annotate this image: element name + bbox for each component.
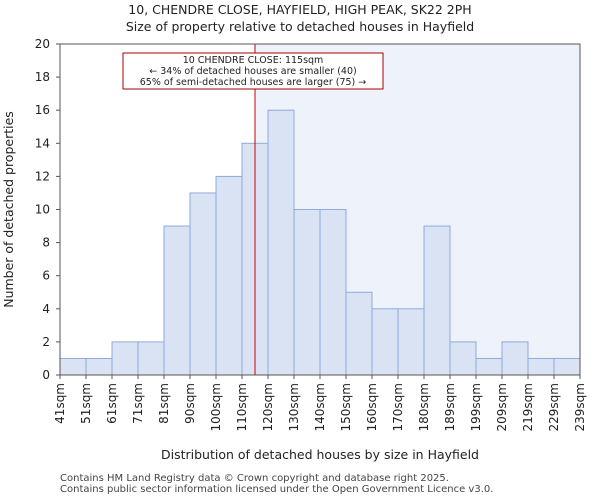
- x-tick-label: 199sqm: [469, 383, 483, 431]
- bar-140sqm: [319, 209, 347, 376]
- bar-229sqm: [553, 357, 581, 376]
- x-tick-label: 229sqm: [547, 383, 561, 431]
- x-tick-label: 90sqm: [183, 383, 197, 424]
- x-tick-label: 61sqm: [105, 383, 119, 424]
- y-tick-label: 10: [35, 203, 50, 217]
- y-tick-label: 18: [35, 70, 50, 84]
- footer-licence: Contains public sector information licen…: [60, 484, 494, 495]
- annotation-line-3: 65% of semi-detached houses are larger (…: [140, 77, 367, 88]
- bar-71sqm: [137, 341, 165, 376]
- x-tick-label: 160sqm: [365, 383, 379, 431]
- x-tick-label: 71sqm: [131, 383, 145, 424]
- bar-199sqm: [475, 357, 503, 376]
- footer-copyright: Contains HM Land Registry data © Crown c…: [60, 473, 449, 484]
- y-tick-label: 6: [42, 269, 50, 283]
- x-tick-label: 51sqm: [79, 383, 93, 424]
- bar-219sqm: [527, 357, 555, 376]
- x-tick-label: 180sqm: [417, 383, 431, 431]
- x-axis-label: Distribution of detached houses by size …: [161, 447, 479, 462]
- y-tick-label: 4: [42, 302, 50, 316]
- bar-150sqm: [345, 291, 373, 376]
- x-tick-label: 81sqm: [157, 383, 171, 424]
- x-tick-label: 100sqm: [209, 383, 223, 431]
- x-tick-label: 41sqm: [53, 383, 67, 424]
- x-tick-label: 130sqm: [287, 383, 301, 431]
- bar-51sqm: [85, 357, 113, 376]
- y-tick-label: 0: [42, 368, 50, 382]
- bar-90sqm: [189, 192, 217, 376]
- x-tick-label: 150sqm: [339, 383, 353, 431]
- y-tick-label: 12: [35, 169, 50, 183]
- bar-120sqm: [267, 109, 295, 376]
- x-tick-label: 219sqm: [521, 383, 535, 431]
- y-tick-label: 8: [42, 236, 50, 250]
- x-axis: 41sqm 51sqm 61sqm 71sqm 81sqm 90sqm 100sqm 110s…: [53, 375, 587, 431]
- bar-61sqm: [111, 341, 139, 376]
- bar-189sqm: [449, 341, 477, 376]
- annotation-line-1: 10 CHENDRE CLOSE: 115sqm: [183, 55, 324, 66]
- chart-title: 10, CHENDRE CLOSE, HAYFIELD, HIGH PEAK, …: [128, 2, 472, 17]
- bar-170sqm: [397, 308, 425, 376]
- x-tick-label: 120sqm: [261, 383, 275, 431]
- bar-41sqm: [59, 357, 87, 376]
- y-tick-label: 2: [42, 335, 50, 349]
- annotation-frame: [122, 52, 384, 90]
- y-axis: 0 2 4 6 8 10 12 14 16 18 20: [35, 37, 60, 382]
- bar-130sqm: [293, 209, 321, 376]
- y-tick-label: 16: [35, 103, 50, 117]
- bar-160sqm: [371, 308, 399, 376]
- annotation-box: 10 CHENDRE CLOSE: 115sqm ← 34% of detach…: [122, 52, 384, 90]
- x-tick-label: 189sqm: [443, 383, 457, 431]
- x-tick-label: 239sqm: [573, 383, 587, 431]
- chart-subtitle: Size of property relative to detached ho…: [125, 19, 475, 34]
- bar-81sqm: [163, 225, 191, 376]
- bar-209sqm: [501, 341, 529, 376]
- annotation-line-2: ← 34% of detached houses are smaller (40…: [149, 66, 356, 77]
- bar-100sqm: [215, 175, 243, 376]
- bars: [59, 109, 581, 376]
- y-tick-label: 14: [35, 136, 50, 150]
- x-tick-label: 110sqm: [235, 383, 249, 431]
- y-axis-label: Number of detached properties: [1, 111, 16, 308]
- x-tick-label: 140sqm: [313, 383, 327, 431]
- y-tick-label: 20: [35, 37, 50, 51]
- x-tick-label: 209sqm: [495, 383, 509, 431]
- x-tick-label: 170sqm: [391, 383, 405, 431]
- bar-180sqm: [423, 225, 451, 376]
